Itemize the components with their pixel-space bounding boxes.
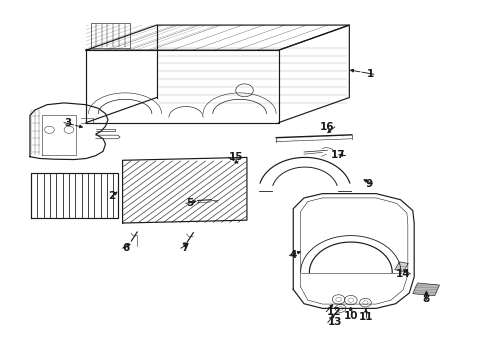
Polygon shape <box>394 262 407 271</box>
Polygon shape <box>412 283 439 296</box>
Text: 17: 17 <box>330 150 345 160</box>
Text: 1: 1 <box>366 69 373 79</box>
Text: 4: 4 <box>289 250 296 260</box>
Text: 2: 2 <box>108 191 115 201</box>
Text: 13: 13 <box>327 318 342 327</box>
Text: 14: 14 <box>395 269 409 279</box>
Text: 9: 9 <box>365 179 371 189</box>
Text: 12: 12 <box>326 307 340 316</box>
Text: 7: 7 <box>181 243 188 253</box>
Text: 6: 6 <box>122 243 130 253</box>
Text: 3: 3 <box>64 118 71 128</box>
Text: 15: 15 <box>228 152 243 162</box>
Text: 8: 8 <box>422 294 429 304</box>
Text: 11: 11 <box>358 312 372 322</box>
Text: 16: 16 <box>320 122 334 132</box>
Text: 5: 5 <box>185 198 193 208</box>
Text: 10: 10 <box>343 311 357 321</box>
